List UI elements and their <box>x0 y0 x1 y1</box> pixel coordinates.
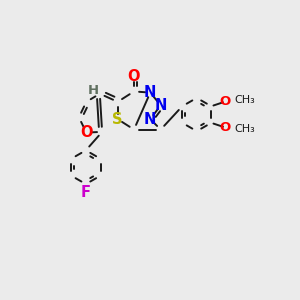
Text: O: O <box>220 121 231 134</box>
Text: O: O <box>128 69 140 84</box>
Text: N: N <box>154 98 167 113</box>
Text: S: S <box>112 112 123 127</box>
Text: N: N <box>144 85 157 100</box>
Text: O: O <box>220 95 231 108</box>
Text: H: H <box>88 84 99 97</box>
Text: CH₃: CH₃ <box>235 124 255 134</box>
Text: N: N <box>144 112 157 127</box>
Text: F: F <box>81 185 91 200</box>
Text: O: O <box>80 125 93 140</box>
Text: CH₃: CH₃ <box>235 95 255 105</box>
